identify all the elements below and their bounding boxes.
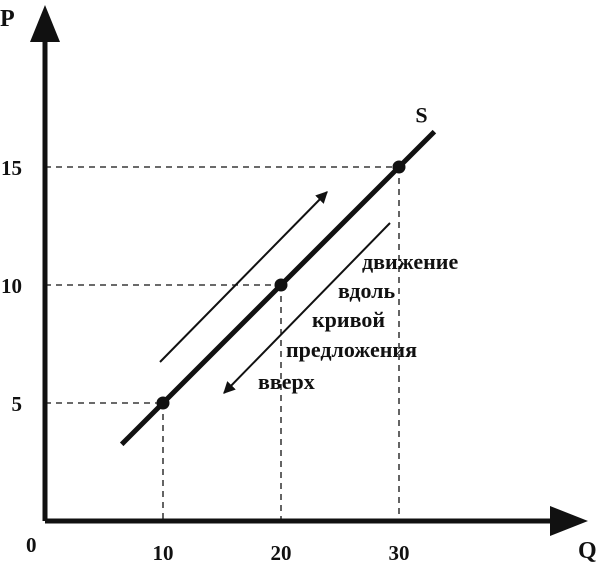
data-point-1: [274, 278, 288, 292]
x-axis-title: Q: [578, 538, 597, 564]
annotation-line-1: движение: [362, 249, 458, 274]
origin-label: 0: [26, 533, 37, 557]
x-tick-label-20: 20: [271, 541, 292, 564]
guide-lines: [45, 166, 400, 521]
arrow-up-along-curve: [159, 191, 328, 363]
data-point-2: [392, 160, 406, 174]
annotation-line-5: вверх: [258, 369, 315, 394]
annotation-line-4: предложения: [286, 337, 417, 362]
y-axis-arrowhead: [30, 5, 60, 42]
y-tick-label-5: 5: [12, 392, 23, 416]
y-axis-title: P: [0, 6, 15, 32]
x-tick-label-30: 30: [389, 541, 410, 564]
x-axis-arrowhead: [550, 506, 588, 536]
annotation-line-3: кривой: [312, 307, 385, 332]
y-tick-label-15: 15: [1, 156, 22, 180]
tick-labels: 10 20 30 5 10 15: [1, 156, 410, 564]
data-points: [156, 160, 406, 410]
arrow-down-along-curve: [223, 222, 391, 394]
data-point-0: [156, 396, 170, 410]
y-tick-label-10: 10: [1, 274, 22, 298]
x-tick-label-10: 10: [153, 541, 174, 564]
series-label-s: S: [415, 103, 427, 128]
annotation-line-2: вдоль: [338, 278, 396, 303]
